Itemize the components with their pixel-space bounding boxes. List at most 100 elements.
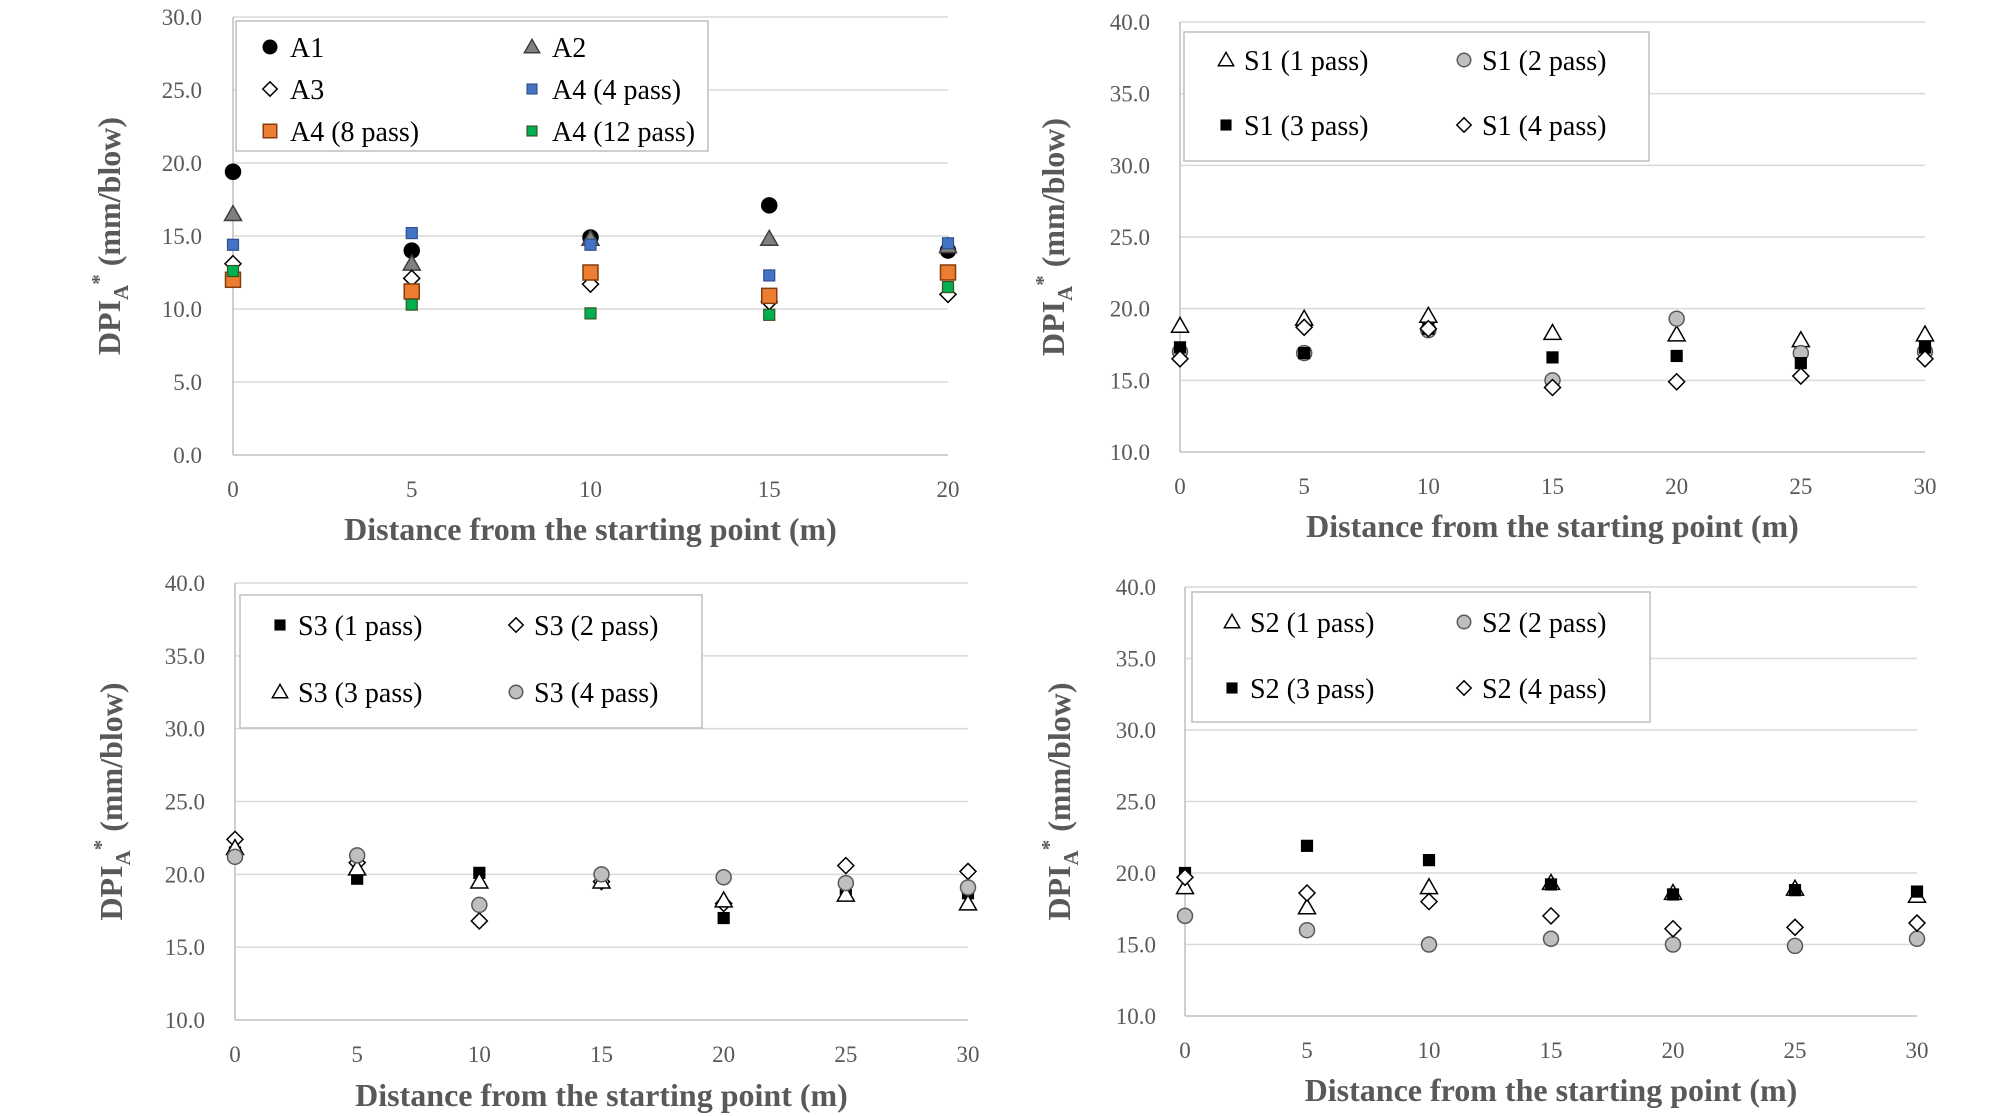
y-axis-title-main: DPI [1035, 301, 1071, 356]
data-point [939, 264, 957, 281]
legend-item: S1 (3 pass) [1220, 111, 1368, 142]
y-tick-label: 15.0 [165, 935, 205, 960]
y-tick-label: 10.0 [165, 1008, 205, 1033]
data-point [1298, 347, 1311, 360]
series-s3-4-pass [226, 847, 977, 914]
legend-item: S2 (4 pass) [1455, 674, 1606, 705]
data-point [1667, 372, 1686, 391]
legend-marker [1226, 682, 1238, 694]
chart-s1: 10.0 15.0 20.0 25.0 30.0 35.0 40.0 0 5 10 15 20 25 30… [1031, 10, 1937, 544]
data-point [1419, 319, 1438, 338]
y-tick-label: 30.0 [165, 717, 205, 742]
y-tick-label: 15.0 [1110, 368, 1150, 393]
data-point [593, 866, 610, 883]
legend-item: A3 [261, 75, 324, 106]
legend-label: A4 (12 pass) [552, 117, 695, 148]
legend-label: S1 (2 pass) [1482, 46, 1606, 77]
data-point [1666, 324, 1687, 342]
data-point [1420, 936, 1438, 953]
data-point [941, 281, 955, 294]
x-tick-label: 15 [1541, 474, 1564, 499]
data-point [1788, 884, 1802, 897]
data-point [761, 287, 778, 305]
data-point [226, 848, 244, 866]
legend-marker [1456, 52, 1472, 68]
y-axis-title-sub: A [1059, 849, 1083, 865]
legend-item: A4 (8 pass) [262, 117, 419, 148]
data-point [1542, 323, 1563, 341]
legend-marker [262, 123, 278, 139]
y-tick-label: 10.0 [162, 297, 202, 322]
data-point [584, 307, 597, 320]
legend-label: S3 (4 pass) [534, 678, 658, 709]
y-tick-label: 35.0 [1116, 647, 1156, 672]
x-tick-label: 10 [579, 477, 602, 502]
y-tick-label: 30.0 [1116, 718, 1156, 743]
y-tick-label: 30.0 [162, 5, 202, 30]
y-axis-title-main: DPI [1041, 865, 1077, 920]
legend-item: S2 (3 pass) [1226, 674, 1374, 705]
data-point [715, 868, 732, 886]
series-s2-3-pass [1178, 839, 1924, 901]
data-point [584, 238, 597, 251]
y-axis-title-sup: * [87, 274, 111, 285]
x-tick-label: 10 [1417, 474, 1440, 499]
y-tick-label: 35.0 [1110, 82, 1150, 107]
data-point [224, 163, 242, 181]
y-tick-label: 40.0 [165, 571, 205, 596]
legend-box [239, 594, 703, 729]
legend-marker [271, 682, 289, 699]
y-tick-label: 30.0 [1110, 153, 1150, 178]
legend: S3 (1 pass) S3 (2 pass) S3 (3 pass) S3 (4 p… [239, 594, 703, 729]
x-tick-label: 30 [1906, 1038, 1929, 1063]
data-point [1908, 930, 1926, 948]
legend-item: S3 (2 pass) [507, 611, 658, 642]
chart-s2: 10.0 15.0 20.0 25.0 30.0 35.0 40.0 0 5 10 15 20 25 30… [1037, 575, 1929, 1108]
y-tick-label: 35.0 [165, 644, 205, 669]
series-a4-12-pass [226, 264, 955, 321]
y-axis-title-sup: * [89, 840, 113, 851]
data-point [1542, 930, 1560, 948]
data-point [1170, 349, 1190, 368]
data-point [836, 856, 855, 875]
data-point [959, 879, 977, 896]
x-tick-label: 25 [1789, 474, 1812, 499]
y-tick-label: 0.0 [173, 443, 202, 468]
y-tick-label: 20.0 [165, 862, 205, 887]
data-point [717, 911, 730, 925]
legend-marker [1455, 116, 1473, 134]
y-axis-title-sub: A [111, 849, 135, 865]
x-tick-label: 5 [406, 477, 418, 502]
y-axis-title-unit: (mm/blow) [1041, 682, 1077, 839]
series-s1-4-pass [1170, 318, 1935, 397]
data-point [1176, 907, 1194, 925]
x-axis-title: Distance from the starting point (m) [1305, 1072, 1798, 1108]
data-point [1295, 318, 1314, 337]
legend: A1 A2 A3 A4 (4 pass) A4 (8 pass) A4 (12 pass) [235, 20, 709, 152]
y-tick-label: 10.0 [1116, 1004, 1156, 1029]
legend-item: A1 [262, 33, 324, 64]
data-point [405, 298, 418, 311]
data-point [941, 237, 955, 250]
data-point [836, 884, 856, 902]
y-tick-label: 10.0 [1110, 440, 1150, 465]
data-point [1666, 888, 1680, 901]
x-axis-title: Distance from the starting point (m) [355, 1077, 848, 1113]
data-point [348, 847, 366, 864]
x-tick-label: 0 [229, 1042, 241, 1067]
data-point [713, 890, 734, 908]
data-point [1791, 330, 1811, 348]
legend-marker [526, 125, 538, 137]
data-point [1170, 315, 1190, 333]
legend-marker [508, 684, 524, 700]
data-point [1298, 921, 1316, 939]
y-tick-label: 20.0 [1110, 297, 1150, 322]
y-axis-title-sub: A [109, 284, 133, 300]
chart-a: 0.0 5.0 10.0 15.0 20.0 25.0 30.0 0 5 10 15 20 Distan… [87, 5, 960, 547]
legend-box [1183, 31, 1650, 162]
data-point [1419, 877, 1439, 895]
data-point [958, 862, 978, 881]
legend-marker [1455, 679, 1473, 697]
y-tick-label: 15.0 [162, 224, 202, 249]
